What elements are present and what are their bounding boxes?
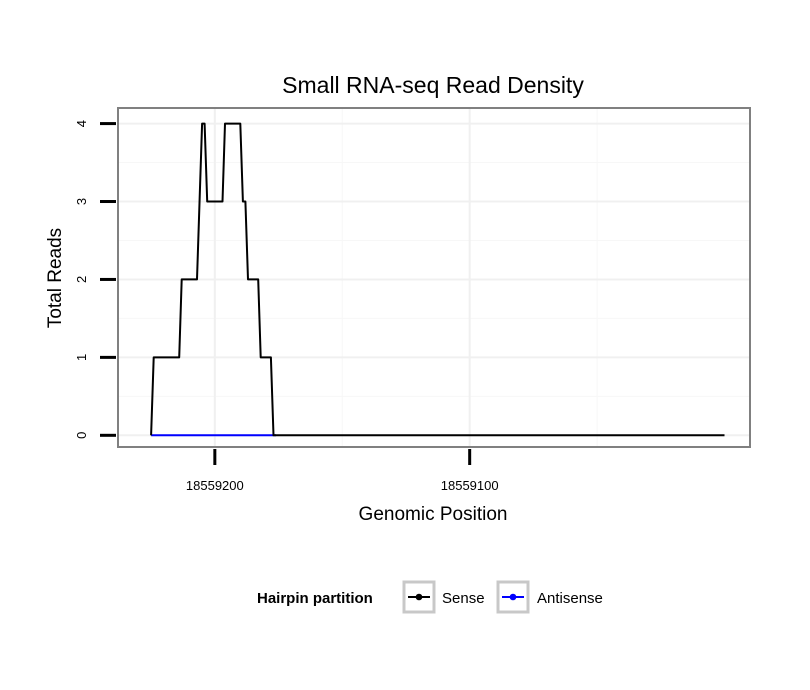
grid-minor <box>118 108 750 447</box>
legend-point-antisense <box>509 593 517 601</box>
plot-panel-border <box>117 107 751 448</box>
x-axis-title: Genomic Position <box>359 504 508 525</box>
x-axis: 18559200 18559100 <box>186 449 499 493</box>
legend-label-antisense: Antisense <box>537 590 603 607</box>
x-tick-label-1: 18559100 <box>441 478 499 493</box>
y-tick-label-4: 4 <box>74 120 89 127</box>
legend-point-sense <box>415 593 423 601</box>
chart-title: Small RNA-seq Read Density <box>282 72 584 98</box>
y-tick-label-1: 1 <box>74 354 89 361</box>
series-layer <box>150 122 725 437</box>
y-tick-label-2: 2 <box>74 276 89 283</box>
y-tick-label-3: 3 <box>74 198 89 205</box>
legend-label-sense: Sense <box>442 590 485 607</box>
x-tick-label-0: 18559200 <box>186 478 244 493</box>
series-line-sense <box>150 122 725 437</box>
legend-title: Hairpin partition <box>257 590 373 607</box>
legend: Hairpin partition Sense Antisense <box>257 580 603 614</box>
y-axis: 0 1 2 3 4 <box>74 120 116 439</box>
y-tick-label-0: 0 <box>74 432 89 439</box>
y-axis-title: Total Reads <box>45 228 66 328</box>
